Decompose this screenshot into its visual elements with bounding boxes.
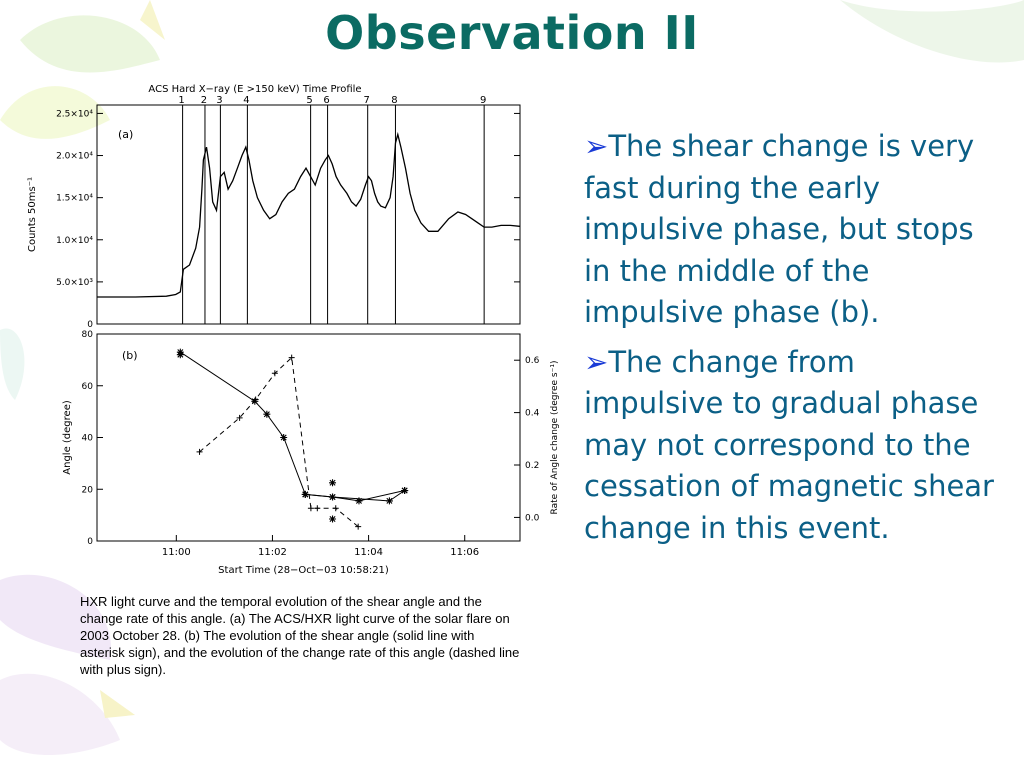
chart-b-frame: [96, 333, 521, 542]
chart-a-panel-label: (a): [118, 128, 133, 141]
decor-leaf-bottom-left-2: [0, 673, 120, 755]
chart-b-asterisk-point: [280, 434, 288, 441]
chart-b-plus-point: [288, 354, 295, 361]
chart-a-frame: [96, 104, 521, 325]
chart-a-ytick-label: 0: [87, 320, 93, 330]
chart-b-xtick-label: 11:02: [258, 547, 287, 558]
chart-b-y2tick-label: 0.4: [525, 409, 540, 419]
panel-a: ACS Hard X−ray (E >150 keV) Time Profile…: [27, 84, 521, 330]
chart-a-marker-label: 6: [323, 95, 329, 106]
panel-b: (b) Angle (degree) Rate of Angle change (d…: [62, 330, 560, 576]
chart-b-asterisk-point: [401, 487, 409, 495]
chart-b-plus-point: [236, 414, 243, 421]
chart-b-y2tick-label: 0.0: [525, 513, 540, 523]
chart-b-asterisk-point: [329, 493, 337, 501]
chart-b-ylabel: Angle (degree): [62, 400, 73, 475]
chart-b-asterisk-point: [355, 497, 363, 505]
chart-b-asterisk-point: [329, 515, 337, 523]
chart-a-title: ACS Hard X−ray (E >150 keV) Time Profile: [148, 84, 361, 95]
chart-b-plus-point: [332, 505, 339, 512]
chart-b-ytick-label: 60: [82, 382, 94, 392]
chart-a-ytick-label: 5.0×10³: [56, 278, 93, 288]
decor-leaf-top-left: [20, 15, 160, 73]
chart-b-panel-label: (b): [122, 349, 138, 362]
decor-leaf-bottom-left: [0, 574, 111, 660]
chart-a-ytick-label: 2.0×10⁴: [56, 152, 93, 162]
chart-a-ytick-label: 1.0×10⁴: [56, 236, 93, 246]
chart-b-y2tick-label: 0.6: [525, 356, 540, 366]
chart-b-plus-point: [196, 448, 203, 455]
decor-star-top: [140, 0, 165, 40]
chart-b-y2tick-label: 0.2: [525, 461, 539, 471]
decor-star-bottom: [100, 690, 135, 718]
chart-b-rate-line: [199, 356, 359, 527]
chart-b-xlabel: Start Time (28−Oct−03 10:58:21): [218, 565, 389, 576]
chart-a-series-line: [97, 131, 520, 298]
chart-a-marker-label: 3: [216, 95, 222, 106]
chart-b-xtick-label: 11:00: [162, 547, 191, 558]
chart-b-plus-point: [314, 505, 321, 512]
chart-b-asterisk-point: [329, 479, 337, 487]
chart-b-y2label: Rate of Angle change (degree s⁻¹): [550, 361, 560, 515]
decor-leaf-top-right: [840, 0, 1024, 63]
chart-b-asterisk-point: [251, 397, 259, 405]
bullet-arrow-icon: ➢: [584, 129, 609, 163]
chart-a-ylabel: Counts 50ms⁻¹: [27, 177, 38, 252]
decor-leaf-mid-left: [0, 328, 25, 400]
decor-leaf-top-left-2: [0, 86, 110, 139]
chart-b-asterisk-point: [385, 497, 393, 505]
chart-b-angle-line: [305, 490, 405, 502]
chart-b-ytick-label: 0: [87, 537, 93, 547]
figure-caption: HXR light curve and the temporal evoluti…: [80, 594, 520, 677]
figure-hxr-shear: ACS Hard X−ray (E >150 keV) Time Profile…: [27, 84, 560, 576]
chart-b-plus-point: [355, 523, 362, 530]
bullet-item: ➢The shear change is very fast during th…: [584, 126, 994, 334]
slide-title: Observation II: [325, 6, 699, 60]
chart-a-marker-label: 1: [178, 95, 184, 106]
bullet-item: ➢The change from impulsive to gradual ph…: [584, 342, 994, 550]
chart-b-ytick-label: 40: [82, 434, 94, 444]
chart-a-ytick-label: 1.5×10⁴: [56, 194, 93, 204]
bullet-arrow-icon: ➢: [584, 344, 609, 379]
chart-b-asterisk-point: [301, 490, 309, 498]
chart-b-angle-line: [179, 351, 405, 502]
chart-b-plus-point: [252, 396, 259, 403]
chart-b-asterisk-point: [263, 410, 271, 418]
chart-a-marker-label: 5: [306, 95, 312, 106]
chart-b-xtick-label: 11:04: [354, 547, 383, 558]
chart-a-ytick-label: 2.5×10⁴: [56, 109, 93, 119]
chart-a-marker-label: 9: [480, 95, 486, 106]
chart-b-plus-point: [271, 370, 278, 377]
chart-a-marker-label: 4: [243, 95, 249, 106]
chart-b-asterisk-point: [176, 348, 184, 356]
chart-b-ytick-label: 20: [82, 485, 94, 495]
chart-b-plus-point: [307, 505, 314, 512]
chart-b-xtick-label: 11:06: [450, 547, 479, 558]
chart-a-marker-label: 2: [201, 95, 207, 106]
bullet-list: ➢The shear change is very fast during th…: [584, 126, 994, 557]
chart-a-marker-label: 7: [364, 95, 370, 106]
bullet-text: The change from impulsive to gradual pha…: [584, 344, 994, 545]
chart-a-marker-label: 8: [391, 95, 397, 106]
chart-b-ytick-label: 80: [82, 330, 94, 340]
bullet-text: The shear change is very fast during the…: [584, 129, 975, 329]
